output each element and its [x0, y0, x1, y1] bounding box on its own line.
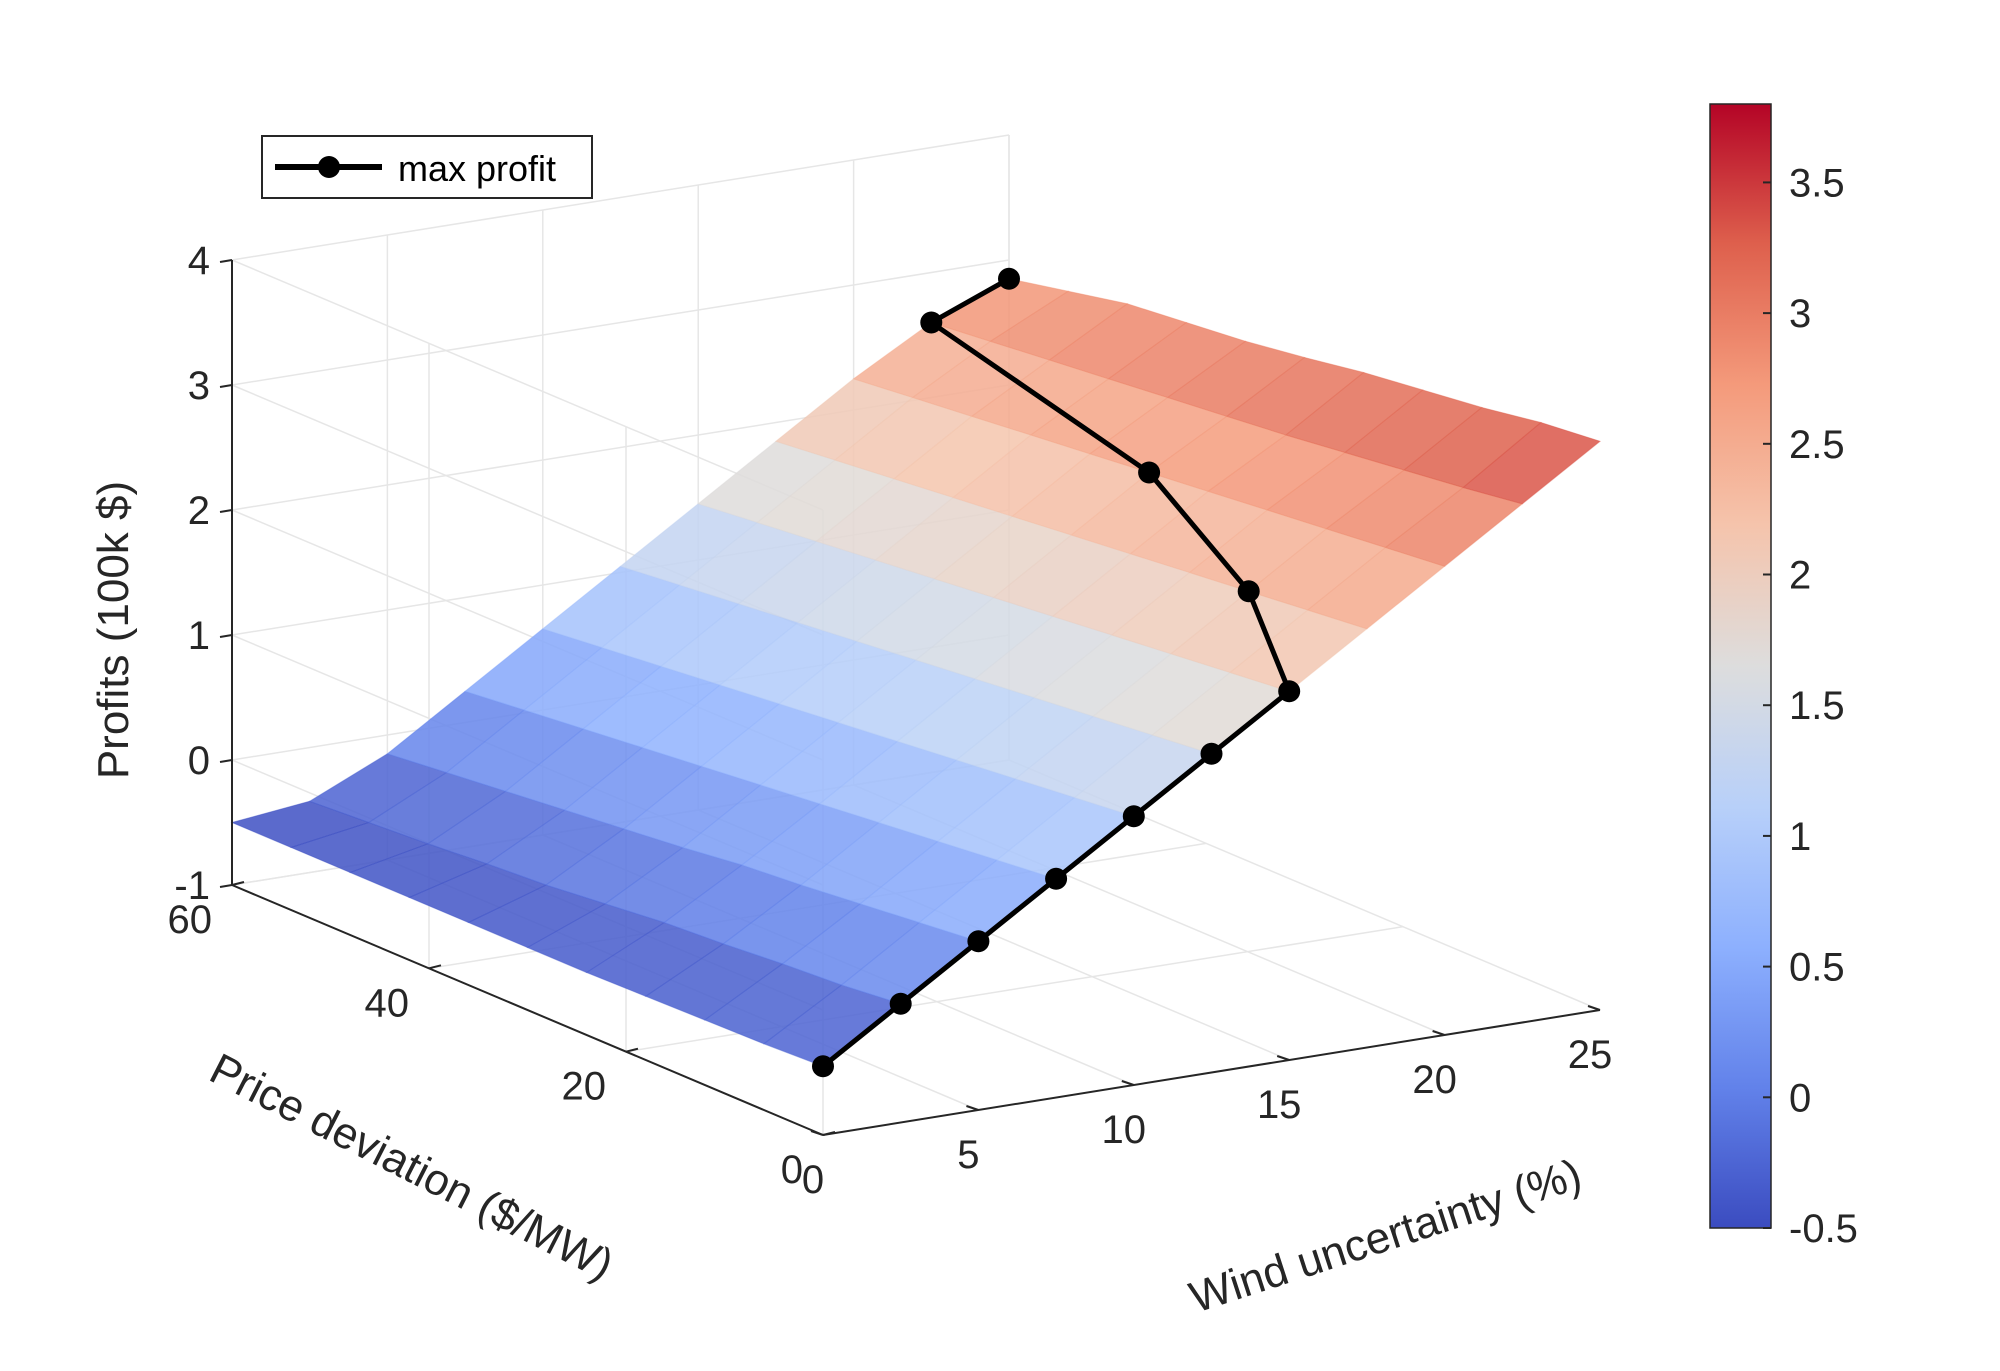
x-tick-label: 15	[1257, 1083, 1302, 1127]
y-tick-label: 60	[168, 898, 213, 942]
max-profit-line	[812, 267, 1301, 1078]
legend-marker-sample	[318, 156, 340, 178]
colorbar-tick-label: 0	[1789, 1076, 1811, 1120]
colorbar-tick-label: 2	[1789, 554, 1811, 598]
profit-surface	[230, 278, 1602, 1067]
z-tick-mark	[219, 384, 233, 388]
colorbar-tick-label: -0.5	[1789, 1207, 1858, 1251]
max-profit-point	[998, 267, 1020, 290]
z-tick-label: 3	[188, 364, 210, 408]
x-tick-label: 10	[1102, 1108, 1147, 1152]
colorbar-tick-label: 0.5	[1789, 946, 1845, 990]
axes: 0 5 10 15 20 25 0 20 40 60-1 0 1 2 3 4	[168, 239, 1613, 1202]
colorbar-tick-label: 1	[1789, 815, 1811, 859]
colorbar-tick-label: 1.5	[1789, 684, 1845, 728]
colorbar-gradient	[1709, 103, 1772, 1229]
legend-label: max profit	[398, 148, 556, 189]
max-profit-point	[812, 1055, 834, 1078]
x-tick-mark	[1276, 1055, 1290, 1061]
z-tick-mark	[219, 884, 233, 888]
max-profit-point	[1200, 742, 1223, 765]
max-profit-point	[1122, 805, 1145, 828]
grid-line-left-z	[231, 259, 824, 511]
x-tick-label: 25	[1568, 1033, 1613, 1077]
colorbar-tick-label: 2.5	[1789, 423, 1845, 467]
z-tick-label: 0	[188, 739, 210, 783]
max-profit-point	[889, 992, 912, 1015]
x-tick-mark	[1587, 1005, 1601, 1011]
x-tick-label: 5	[957, 1133, 979, 1177]
y-tick-label: 40	[365, 981, 410, 1025]
grid-line-back-z	[231, 259, 1010, 386]
legend: max profit	[261, 135, 593, 199]
y-tick-mark	[822, 1131, 836, 1136]
max-profit-point	[1278, 680, 1301, 703]
max-profit-point	[1045, 867, 1068, 890]
colorbar-tick-label: 3	[1789, 292, 1811, 336]
y-tick-mark	[428, 964, 442, 970]
y-tick-label: 20	[562, 1065, 607, 1109]
max-profit-point	[1138, 461, 1161, 484]
z-tick-mark	[219, 759, 233, 763]
y-tick-label: 0	[781, 1148, 803, 1192]
z-tick-label: 2	[188, 489, 210, 533]
x-axis-label: Wind uncertainty (%)	[1184, 1150, 1588, 1323]
z-tick-label: 1	[188, 614, 210, 658]
z-tick-label: 4	[188, 239, 210, 283]
grid-line-back-z	[231, 134, 1010, 261]
x-tick-mark	[1432, 1030, 1445, 1036]
max-profit-point	[1237, 580, 1260, 603]
y-tick-mark	[625, 1047, 639, 1053]
x-tick-label: 20	[1412, 1058, 1457, 1102]
colorbar: -0.5 0 0.5 1 1.5 2 2.5 3 3.5	[1709, 103, 1858, 1251]
x-axis-line	[822, 1009, 1601, 1136]
x-tick-mark	[966, 1105, 979, 1111]
x-tick-mark	[1121, 1080, 1135, 1086]
y-axis-label: Price deviation ($/MW)	[202, 1044, 621, 1290]
max-profit-point	[967, 930, 990, 953]
z-tick-mark	[219, 634, 233, 638]
y-tick-mark	[231, 881, 245, 886]
colorbar-tick-label: 3.5	[1789, 161, 1845, 205]
z-axis-label: Profits (100k $)	[89, 481, 138, 779]
max-profit-point	[920, 311, 943, 334]
x-tick-mark	[810, 1130, 824, 1136]
z-tick-mark	[219, 259, 233, 263]
x-tick-label: 0	[802, 1158, 824, 1202]
y-axis-line	[231, 884, 824, 1136]
z-tick-label: -1	[174, 864, 210, 908]
colorbar-ticks: -0.5 0 0.5 1 1.5 2 2.5 3 3.5	[1763, 161, 1858, 1251]
z-tick-mark	[219, 509, 233, 513]
surface-patch	[1462, 421, 1602, 505]
